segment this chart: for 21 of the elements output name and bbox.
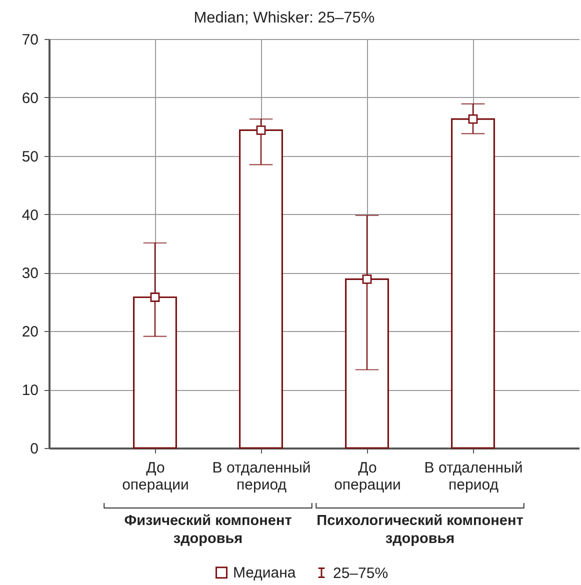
text: Психологический компонент здоровья <box>316 513 524 547</box>
y-tick-label: 70 <box>22 32 38 48</box>
chart-title: Median; Whisker: 25–75% <box>194 10 375 26</box>
y-tick-label: 20 <box>22 324 38 341</box>
point <box>150 292 160 302</box>
point <box>256 125 266 135</box>
y-tick-label: 30 <box>22 265 38 282</box>
x-tick-label: В отдаленный период <box>424 460 523 494</box>
y-tick-label: 50 <box>22 148 38 166</box>
legend-label: Медиана <box>233 564 296 582</box>
text: Физический компонент здоровья <box>124 513 292 547</box>
point <box>468 114 478 124</box>
y-tick-label: 0 <box>30 440 38 458</box>
x-tick-label: До операции <box>122 460 189 494</box>
x-tick-label: До операции <box>334 460 401 494</box>
y-tick-label: 60 <box>22 90 38 107</box>
x-tick-label: В отдаленный период <box>212 460 311 494</box>
y-tick-label: 40 <box>22 206 38 224</box>
text: 25–75% <box>333 564 388 582</box>
y-tick-label: 10 <box>22 382 38 400</box>
point <box>362 274 372 284</box>
